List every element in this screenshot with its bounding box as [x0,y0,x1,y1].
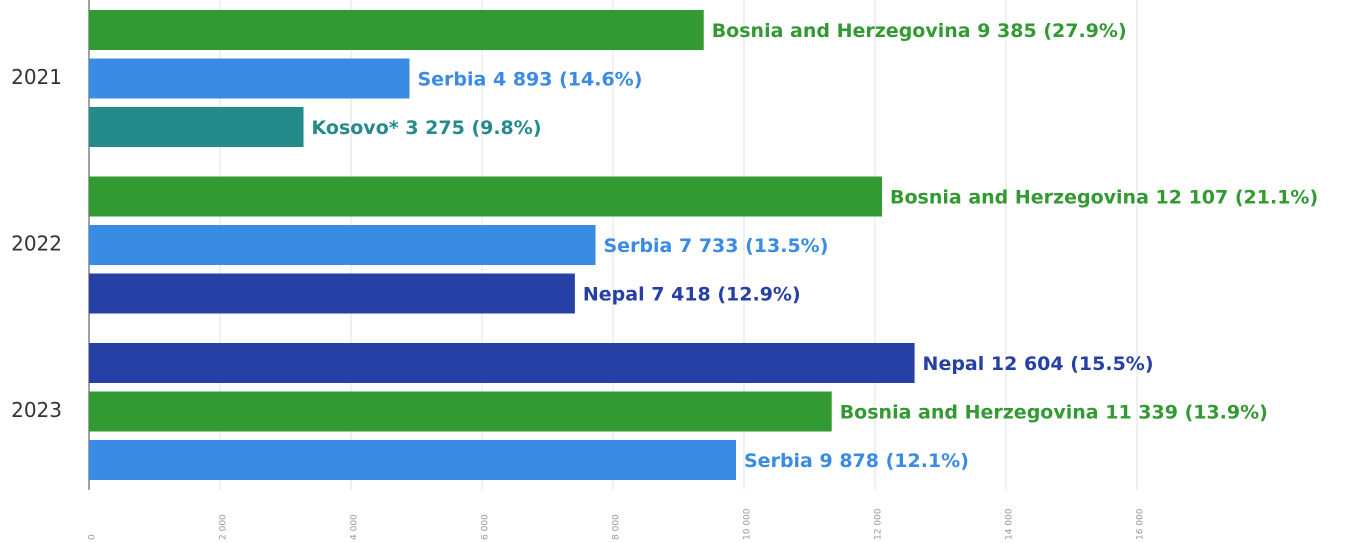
label-share-label: (21.1%) [1235,186,1318,208]
label-name: Bosnia and Herzegovina [712,20,971,42]
label-share-label: (9.8%) [471,117,541,139]
data-label: Kosovo* 3 275 (9.8%) [312,117,542,139]
label-value-label: 12 604 [991,353,1064,375]
label-value-label: 7 733 [679,235,739,257]
label-value-label: 12 107 [1156,186,1229,208]
label-value-label: 7 418 [651,283,711,305]
data-label: Serbia 7 733 (13.5%) [604,235,829,257]
x-tick-label: 6 000 [481,514,491,540]
label-share-label: (12.1%) [886,450,969,472]
x-tick-label: 4 000 [350,514,360,540]
bar [89,58,410,99]
x-tick-label: 2 000 [219,514,229,540]
data-label: Nepal 12 604 (15.5%) [923,353,1154,375]
label-name: Serbia [604,235,673,257]
x-tick-label: 12 000 [874,508,884,540]
bar [89,107,304,147]
x-tick-label: 14 000 [1005,508,1015,540]
label-value-label: 9 878 [820,450,880,472]
label-value-label: 4 893 [493,68,552,90]
label-value-label: 9 385 [977,20,1037,42]
bar [89,440,737,480]
label-name: Nepal [923,353,985,375]
y-tick-label: 2022 [11,232,62,256]
label-name: Kosovo* [312,117,399,139]
bar [89,10,704,50]
label-name: Bosnia and Herzegovina [890,186,1149,208]
label-share-label: (14.6%) [559,68,642,90]
label-value-label: 3 275 [405,117,465,139]
bar [89,273,575,314]
x-tick-label: 10 000 [743,508,753,540]
bar [89,343,915,383]
bar [89,225,596,265]
data-label: Serbia 4 893 (14.6%) [417,68,642,90]
label-name: Serbia [417,68,486,90]
label-value-label: 11 339 [1105,401,1178,423]
data-label: Bosnia and Herzegovina 11 339 (13.9%) [840,401,1268,423]
label-share-label: (15.5%) [1070,353,1153,375]
x-tick-label: 8 000 [612,514,622,540]
label-share-label: (27.9%) [1043,20,1126,42]
label-share-label: (13.9%) [1185,401,1268,423]
x-tick-label: 0 [88,534,98,540]
label-share-label: (13.5%) [745,235,828,257]
label-name: Bosnia and Herzegovina [840,401,1099,423]
y-tick-label: 2021 [11,65,62,89]
data-label: Bosnia and Herzegovina 9 385 (27.9%) [712,20,1127,42]
bar [89,176,883,217]
label-share-label: (12.9%) [717,283,800,305]
data-label: Serbia 9 878 (12.1%) [744,450,969,472]
bar [89,391,832,432]
data-label: Nepal 7 418 (12.9%) [583,283,801,305]
label-name: Serbia [744,450,813,472]
x-tick-label: 16 000 [1136,508,1146,540]
data-label: Bosnia and Herzegovina 12 107 (21.1%) [890,186,1318,208]
label-name: Nepal [583,283,645,305]
y-tick-label: 2023 [11,398,62,422]
